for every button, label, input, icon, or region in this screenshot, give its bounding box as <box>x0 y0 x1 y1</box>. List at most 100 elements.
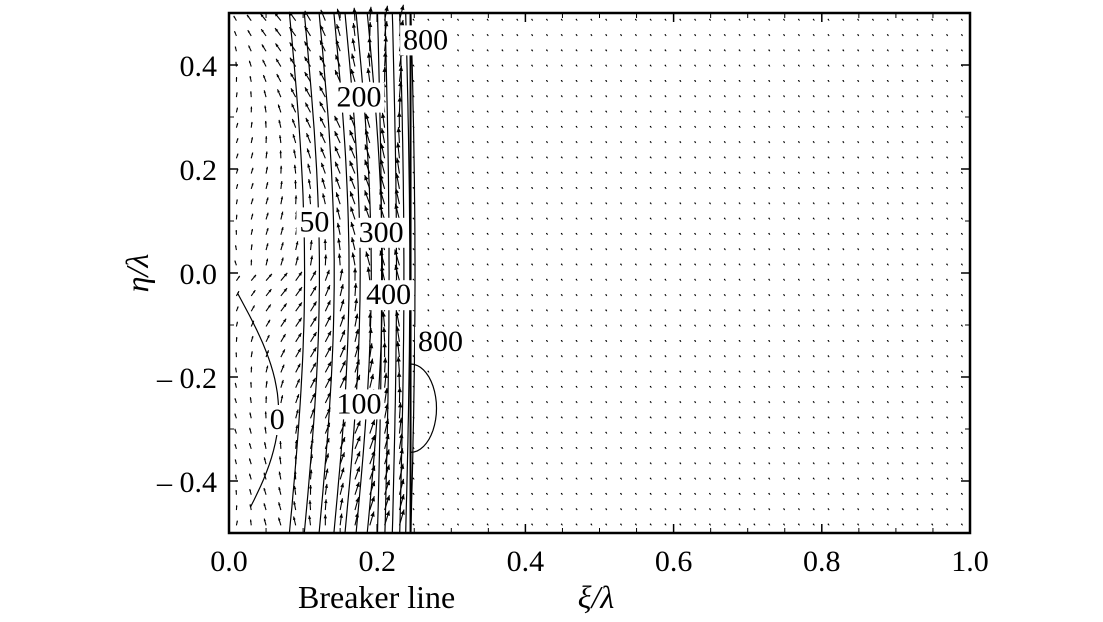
velocity-arrowhead <box>590 385 592 388</box>
velocity-arrowhead <box>783 278 785 281</box>
velocity-arrowhead <box>250 259 253 262</box>
velocity-arrowhead <box>783 447 785 449</box>
velocity-arrowhead <box>797 64 800 67</box>
velocity-arrowhead <box>797 79 800 82</box>
velocity-arrowhead <box>753 447 755 449</box>
velocity-arrowhead <box>901 477 904 480</box>
velocity-arrowhead <box>679 125 681 128</box>
velocity-arrowhead <box>931 263 933 265</box>
velocity-arrowhead <box>679 431 681 434</box>
velocity-arrowhead <box>723 431 726 434</box>
velocity-arrowhead <box>886 401 889 403</box>
velocity-arrowhead <box>457 324 459 327</box>
velocity-arrowhead <box>355 328 360 334</box>
velocity-arrowhead <box>457 79 459 82</box>
velocity-arrowhead <box>575 125 578 128</box>
velocity-arrowhead <box>694 278 696 281</box>
velocity-arrowhead <box>264 426 267 430</box>
velocity-arrowhead <box>382 357 388 363</box>
velocity-arrowhead <box>886 217 889 220</box>
velocity-arrowhead <box>768 217 770 220</box>
velocity-arrowhead <box>590 309 592 311</box>
velocity-arrowhead <box>709 248 711 250</box>
velocity-arrowhead <box>723 110 726 112</box>
velocity-arrowhead <box>442 508 444 510</box>
velocity-arrowhead <box>753 492 755 495</box>
velocity-arrowhead <box>546 248 548 250</box>
velocity-arrowhead <box>590 477 592 480</box>
velocity-arrowhead <box>605 278 607 281</box>
velocity-arrowhead <box>457 49 459 51</box>
velocity-arrowhead <box>872 477 874 480</box>
velocity-arrowhead <box>471 278 474 281</box>
velocity-arrowhead <box>753 248 755 250</box>
velocity-arrowhead <box>266 212 269 216</box>
velocity-arrowhead <box>634 431 637 434</box>
velocity-arrowhead <box>620 339 622 342</box>
velocity-arrowhead <box>457 523 459 525</box>
velocity-arrowhead <box>738 462 741 464</box>
velocity-arrowhead <box>486 18 489 21</box>
velocity-arrowhead <box>427 95 429 97</box>
velocity-arrowhead <box>323 254 328 259</box>
velocity-arrowhead <box>235 214 238 217</box>
velocity-arrowhead <box>283 318 287 323</box>
velocity-arrowhead <box>590 370 592 372</box>
velocity-arrowhead <box>531 263 533 265</box>
velocity-arrowhead <box>268 289 272 293</box>
velocity-arrowhead <box>352 7 357 13</box>
velocity-arrowhead <box>590 187 592 189</box>
velocity-arrowhead <box>501 64 503 67</box>
velocity-arrowhead <box>575 462 578 464</box>
velocity-arrowhead <box>901 278 904 281</box>
velocity-arrowhead <box>664 125 667 128</box>
velocity-arrowhead <box>886 79 889 82</box>
velocity-arrowhead <box>275 43 279 48</box>
velocity-arrowhead <box>560 156 563 158</box>
velocity-arrowhead <box>664 370 667 372</box>
velocity-arrowhead <box>501 278 503 281</box>
velocity-arrowhead <box>471 171 474 174</box>
velocity-arrowhead <box>797 248 800 250</box>
velocity-arrowhead <box>531 95 533 97</box>
velocity-arrowhead <box>427 79 429 82</box>
velocity-arrowhead <box>961 370 963 372</box>
velocity-arrowhead <box>694 110 696 112</box>
velocity-arrowhead <box>412 278 415 281</box>
velocity-arrowhead <box>694 309 696 311</box>
velocity-arrowhead <box>768 263 770 265</box>
velocity-arrowhead <box>709 156 711 158</box>
velocity-arrowhead <box>842 79 844 82</box>
velocity-arrowhead <box>649 431 652 434</box>
velocity-arrowhead <box>620 49 622 51</box>
velocity-arrowhead <box>916 462 918 464</box>
velocity-arrowhead <box>723 64 726 67</box>
velocity-arrowhead <box>320 147 325 152</box>
velocity-arrowhead <box>336 207 340 213</box>
velocity-arrowhead <box>442 401 444 403</box>
velocity-arrowhead <box>872 202 874 204</box>
velocity-arrowhead <box>679 309 681 311</box>
velocity-arrowhead <box>768 339 770 342</box>
velocity-arrowhead <box>797 523 800 525</box>
velocity-arrowhead <box>901 355 904 357</box>
velocity-arrowhead <box>961 141 963 143</box>
velocity-arrowhead <box>620 309 622 311</box>
velocity-arrowhead <box>309 484 313 489</box>
velocity-arrowhead <box>709 309 711 311</box>
velocity-arrowhead <box>442 171 444 174</box>
velocity-arrowhead <box>326 300 331 305</box>
velocity-arrowhead <box>768 492 770 495</box>
velocity-arrowhead <box>709 477 711 480</box>
velocity-arrowhead <box>827 416 830 418</box>
velocity-arrowhead <box>886 187 889 189</box>
velocity-arrowhead <box>266 350 269 354</box>
velocity-arrowhead <box>295 409 299 413</box>
velocity-arrowhead <box>427 477 429 480</box>
velocity-arrowhead <box>278 456 282 460</box>
velocity-arrowhead <box>812 462 815 464</box>
velocity-arrowhead <box>605 217 607 220</box>
velocity-arrowhead <box>694 523 696 525</box>
velocity-arrowhead <box>872 431 874 434</box>
